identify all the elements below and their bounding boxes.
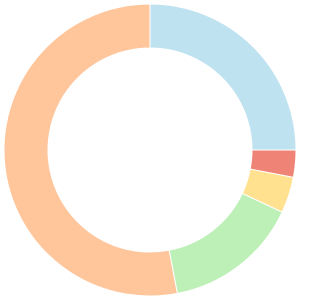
doughnut-segment bbox=[3, 3, 178, 297]
doughnut-segment bbox=[149, 3, 297, 151]
chart bbox=[3, 3, 297, 297]
doughnut-segment bbox=[168, 192, 283, 294]
